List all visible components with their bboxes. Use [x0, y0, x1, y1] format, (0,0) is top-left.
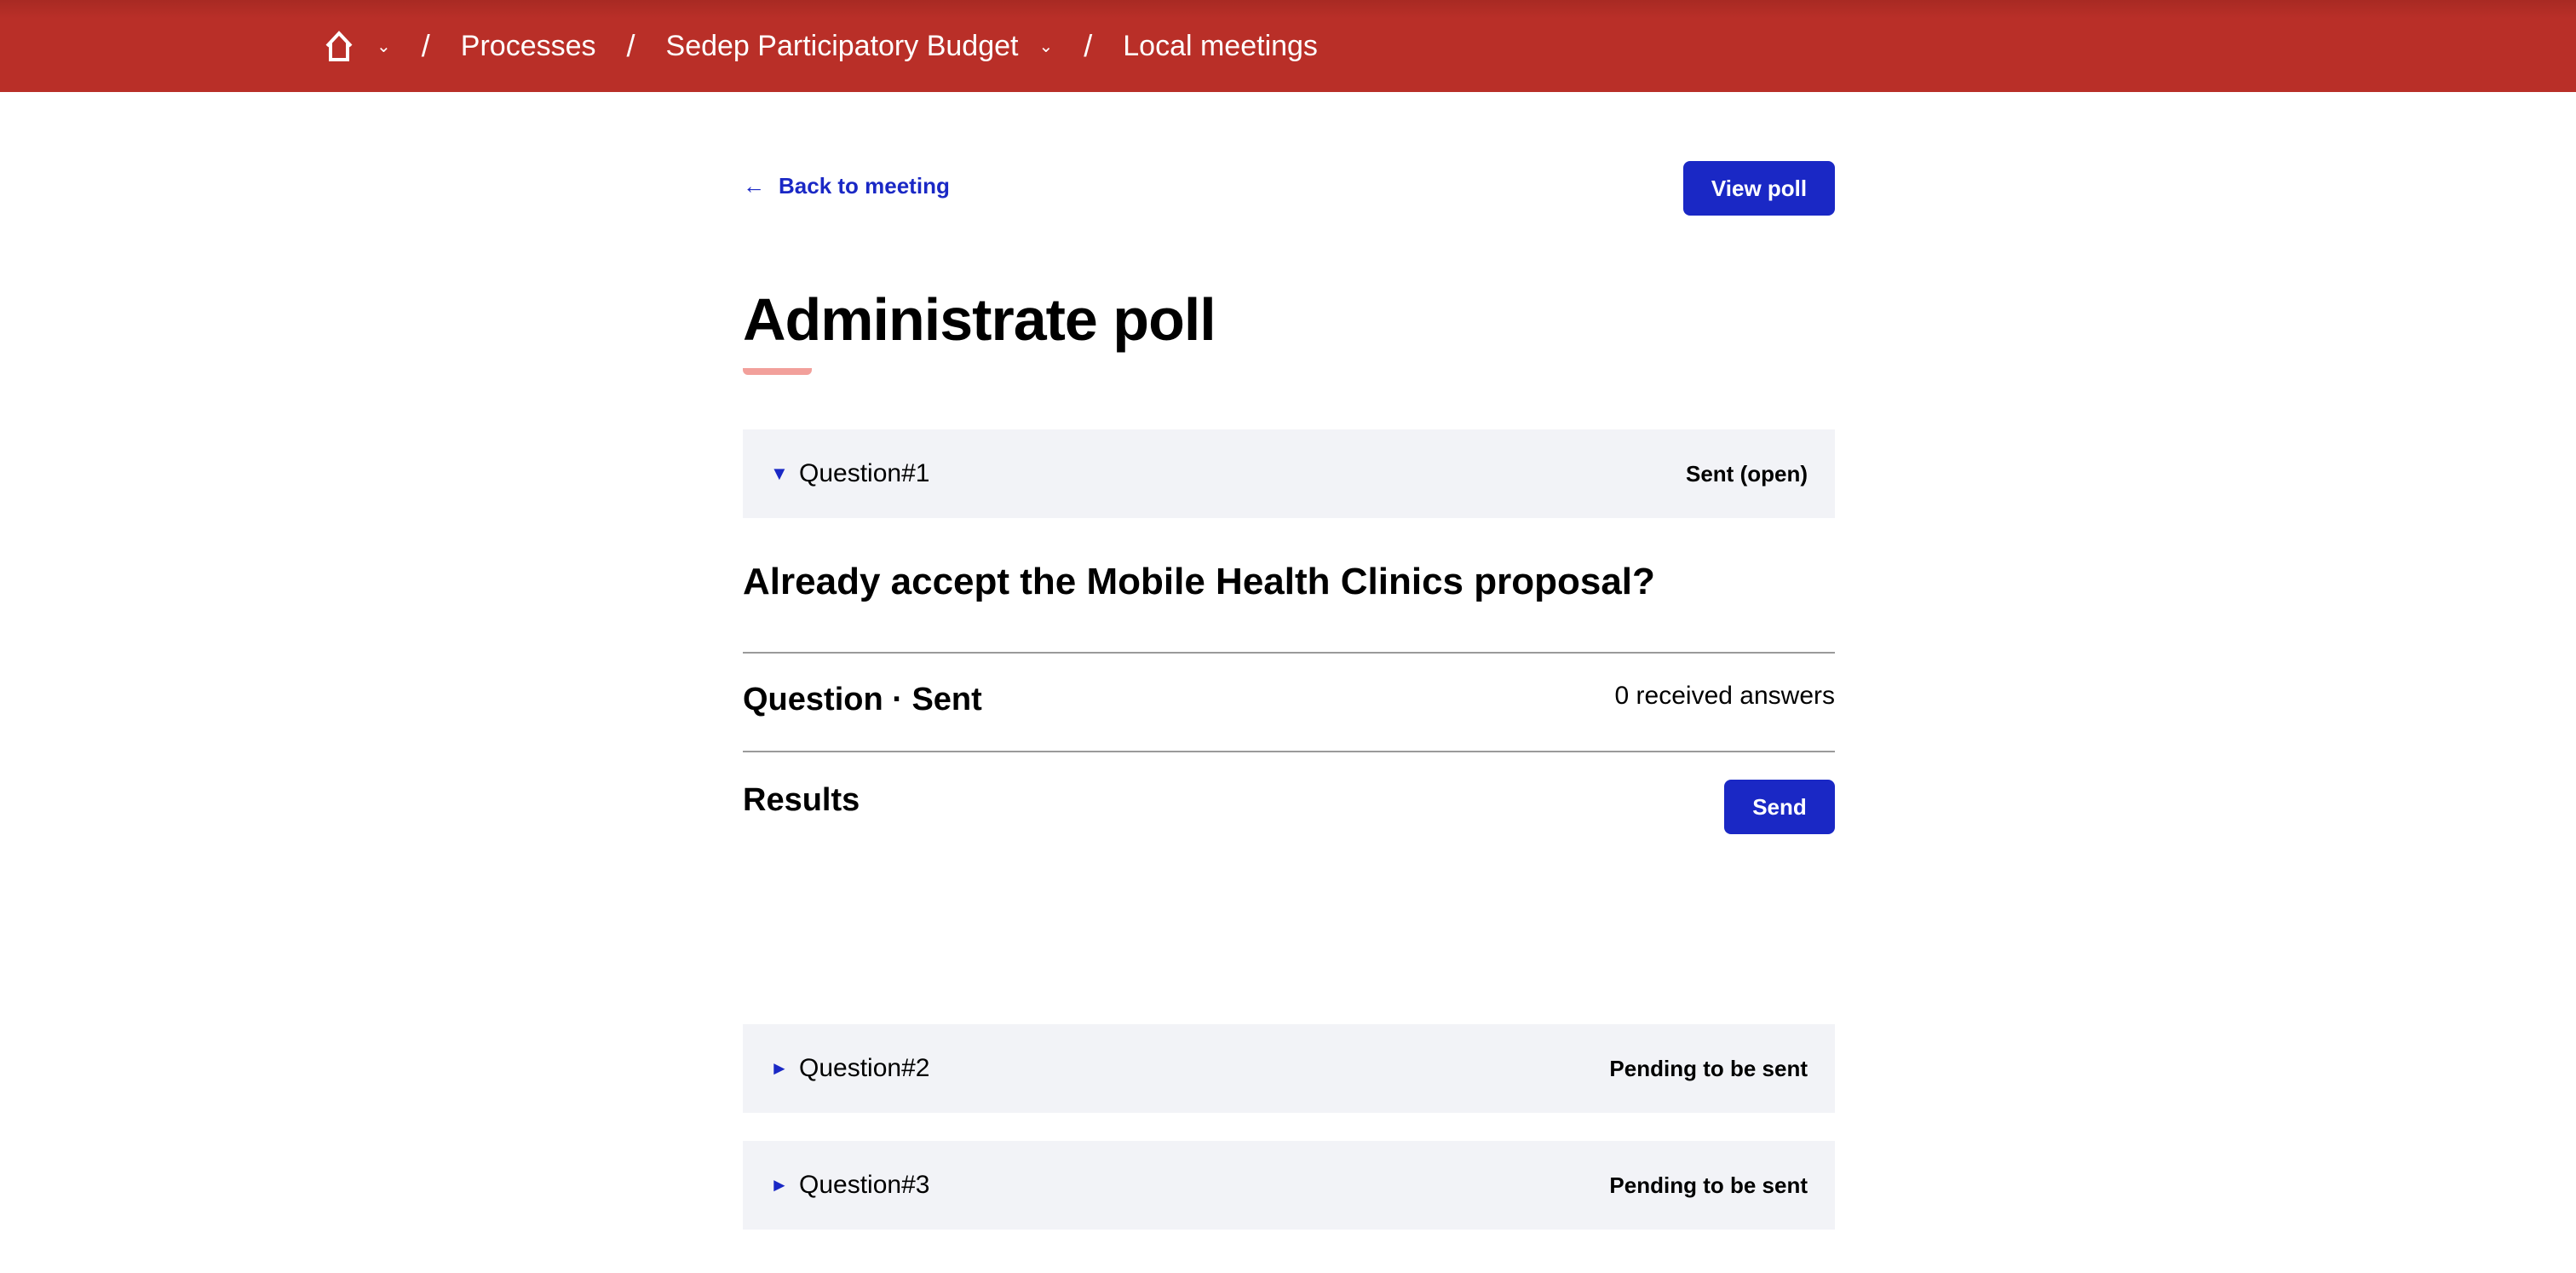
question-3-header[interactable]: ► Question#3 Pending to be sent — [743, 1141, 1835, 1230]
breadcrumb-local-meetings[interactable]: Local meetings — [1123, 29, 1318, 62]
answers-count: 0 received answers — [1614, 682, 1835, 710]
question-state-title: Question · Sent — [743, 682, 982, 717]
question-text: Already accept the Mobile Health Clinics… — [743, 561, 1655, 602]
breadcrumb-processes[interactable]: Processes — [460, 29, 596, 62]
question-status: Sent (open) — [1686, 460, 1808, 487]
process-chevron-down-icon[interactable]: ⌄ — [1038, 37, 1054, 56]
back-label: Back to meeting — [779, 173, 950, 199]
breadcrumb-separator: / — [421, 28, 430, 63]
question-label: Question#1 — [799, 459, 930, 487]
send-button[interactable]: Send — [1724, 780, 1835, 834]
back-to-meeting-link[interactable]: ← Back to meeting — [743, 173, 950, 199]
results-title: Results — [743, 782, 860, 818]
question-1-header[interactable]: ▼ Question#1 Sent (open) — [743, 429, 1835, 518]
question-status: Pending to be sent — [1609, 1055, 1808, 1081]
breadcrumb-process[interactable]: Sedep Participatory Budget — [665, 29, 1019, 62]
caret-right-icon: ► — [770, 1057, 789, 1079]
arrow-left-icon: ← — [743, 173, 765, 199]
home-icon[interactable] — [322, 29, 356, 63]
caret-down-icon: ▼ — [770, 463, 789, 484]
caret-right-icon: ► — [770, 1174, 789, 1195]
divider — [743, 751, 1835, 752]
question-2-header[interactable]: ► Question#2 Pending to be sent — [743, 1024, 1835, 1113]
breadcrumb-separator: / — [626, 28, 635, 63]
divider — [743, 652, 1835, 654]
question-label: Question#2 — [799, 1054, 930, 1082]
title-underline — [743, 368, 812, 375]
view-poll-button[interactable]: View poll — [1683, 161, 1835, 216]
page-title: Administrate poll — [743, 286, 1216, 353]
top-header: ⌄ / Processes / Sedep Participatory Budg… — [0, 0, 2576, 92]
question-status: Pending to be sent — [1609, 1172, 1808, 1198]
breadcrumb-separator: / — [1084, 28, 1093, 63]
question-label: Question#3 — [799, 1171, 930, 1199]
home-chevron-down-icon[interactable]: ⌄ — [377, 37, 391, 56]
